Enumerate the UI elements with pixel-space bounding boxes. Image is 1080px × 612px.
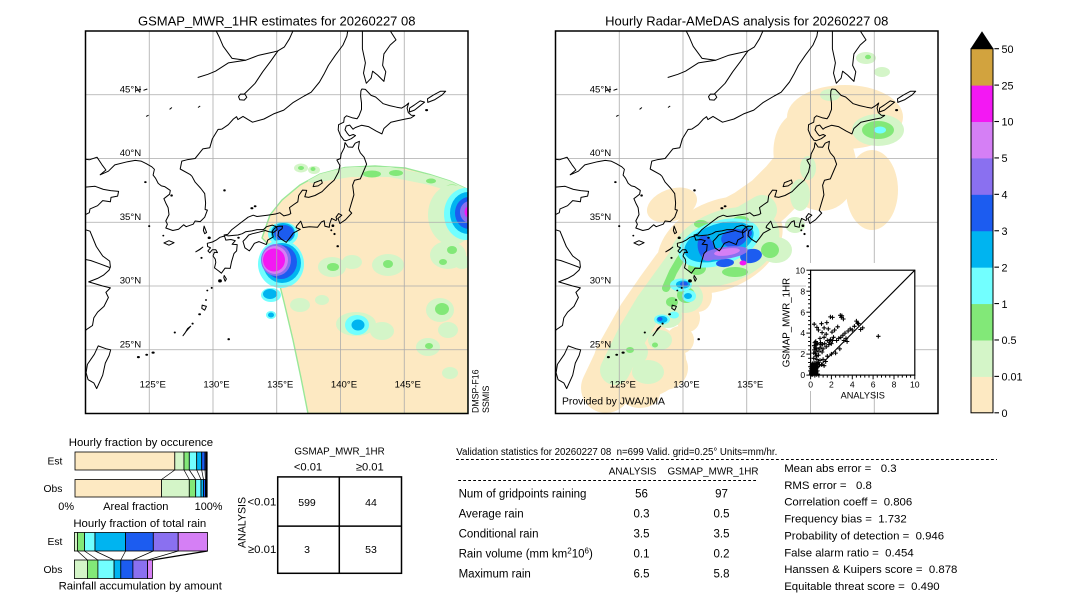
svg-text:2: 2 (800, 349, 805, 359)
svg-text:135°E: 135°E (267, 380, 293, 391)
svg-text:<0.01: <0.01 (247, 497, 276, 509)
svg-text:0%: 0% (58, 501, 74, 513)
svg-text:Average rain: Average rain (459, 508, 524, 520)
svg-text:Est: Est (48, 457, 63, 468)
svg-text:45°N: 45°N (590, 85, 612, 96)
svg-text:40°N: 40°N (590, 148, 612, 159)
svg-text:Equitable threat score = 0.49: Equitable threat score = 0.490 (784, 581, 939, 593)
svg-text:GSMAP_MWR_1HR: GSMAP_MWR_1HR (294, 447, 384, 458)
svg-text:5: 5 (1002, 153, 1008, 165)
svg-text:0.2: 0.2 (714, 548, 730, 560)
svg-text:Hanssen & Kuipers score = 0.8: Hanssen & Kuipers score = 0.878 (784, 564, 957, 576)
svg-text:30°N: 30°N (120, 276, 142, 287)
svg-text:53: 53 (365, 544, 377, 556)
svg-text:≥0.01: ≥0.01 (248, 544, 276, 556)
svg-text:Rain volume (mm km2106): Rain volume (mm km2106) (459, 547, 593, 561)
svg-text:Obs: Obs (44, 565, 63, 576)
svg-text:0.5: 0.5 (714, 508, 730, 520)
svg-text:40°N: 40°N (120, 148, 142, 159)
svg-text:10: 10 (796, 265, 806, 275)
svg-text:SSMIS: SSMIS (481, 385, 491, 413)
svg-text:3: 3 (304, 544, 310, 556)
svg-text:2: 2 (829, 379, 834, 389)
svg-text:599: 599 (298, 497, 316, 509)
svg-text:35°N: 35°N (120, 212, 142, 223)
svg-text:145°E: 145°E (395, 380, 421, 391)
svg-text:Rainfall accumulation by amoun: Rainfall accumulation by amount (59, 581, 223, 593)
svg-text:Hourly fraction by occurence: Hourly fraction by occurence (69, 437, 213, 449)
svg-text:3: 3 (1002, 226, 1008, 238)
svg-text:ANALYSIS: ANALYSIS (609, 466, 657, 477)
svg-text:0: 0 (1002, 408, 1008, 420)
svg-text:0: 0 (800, 370, 805, 380)
svg-text:100%: 100% (195, 501, 223, 513)
svg-text:56: 56 (635, 488, 648, 500)
svg-text:5.8: 5.8 (714, 568, 730, 580)
svg-text:45°N: 45°N (120, 85, 142, 96)
svg-text:97: 97 (715, 488, 728, 500)
svg-text:130°E: 130°E (673, 380, 699, 391)
svg-text:140°E: 140°E (331, 380, 357, 391)
svg-text:Hourly fraction of total rain: Hourly fraction of total rain (73, 518, 206, 530)
svg-text:10: 10 (1002, 117, 1014, 129)
svg-text:RMS error = 0.8: RMS error = 0.8 (784, 480, 872, 492)
svg-text:1: 1 (1002, 299, 1008, 311)
svg-text:30°N: 30°N (590, 276, 612, 287)
svg-text:Hourly Radar-AMeDAS analysis f: Hourly Radar-AMeDAS analysis for 2026022… (605, 14, 888, 29)
svg-text:8: 8 (892, 379, 897, 389)
svg-text:DMSP-F16: DMSP-F16 (471, 369, 481, 413)
svg-text:6: 6 (871, 379, 876, 389)
svg-text:125°E: 125°E (610, 380, 636, 391)
svg-text:25: 25 (1002, 80, 1014, 92)
svg-text:Probability of detection = 0.: Probability of detection = 0.946 (784, 531, 944, 543)
svg-text:4: 4 (850, 379, 855, 389)
svg-text:130°E: 130°E (203, 380, 229, 391)
svg-text:3.5: 3.5 (634, 528, 650, 540)
svg-text:Num of gridpoints raining: Num of gridpoints raining (459, 488, 587, 500)
svg-text:GSMAP_MWR_1HR: GSMAP_MWR_1HR (782, 278, 793, 367)
svg-text:Correlation coeff = 0.806: Correlation coeff = 0.806 (784, 497, 912, 509)
svg-text:ANALYSIS: ANALYSIS (237, 497, 249, 548)
svg-text:0.5: 0.5 (1002, 335, 1017, 347)
svg-text:Conditional rain: Conditional rain (459, 528, 539, 540)
svg-text:≥0.01: ≥0.01 (356, 461, 384, 473)
svg-text:3.5: 3.5 (714, 528, 730, 540)
svg-text:25°N: 25°N (590, 339, 612, 350)
svg-text:Areal fraction: Areal fraction (103, 501, 168, 513)
svg-text:Est: Est (48, 537, 63, 548)
svg-text:50: 50 (1002, 44, 1014, 56)
svg-text:2: 2 (1002, 262, 1008, 274)
svg-text:8: 8 (800, 286, 805, 296)
svg-text:0: 0 (808, 379, 813, 389)
svg-text:0.1: 0.1 (634, 548, 650, 560)
svg-text:6: 6 (800, 307, 805, 317)
svg-text:6.5: 6.5 (634, 568, 650, 580)
svg-text:Validation statistics for 2026: Validation statistics for 20260227 08 n=… (456, 447, 777, 458)
svg-text:GSMAP_MWR_1HR: GSMAP_MWR_1HR (667, 466, 758, 477)
svg-text:0.01: 0.01 (1002, 372, 1023, 384)
svg-text:44: 44 (365, 497, 377, 509)
svg-text:ANALYSIS: ANALYSIS (841, 390, 885, 400)
svg-text:125°E: 125°E (140, 380, 166, 391)
svg-text:4: 4 (1002, 190, 1008, 202)
svg-text:Mean abs error = 0.3: Mean abs error = 0.3 (784, 463, 896, 475)
svg-text:10: 10 (910, 379, 920, 389)
svg-text:Frequency bias = 1.732: Frequency bias = 1.732 (784, 514, 907, 526)
svg-text:Provided by JWA/JMA: Provided by JWA/JMA (562, 397, 665, 408)
svg-text:0.3: 0.3 (634, 508, 650, 520)
svg-text:Maximum rain: Maximum rain (459, 568, 531, 580)
svg-text:False alarm ratio = 0.454: False alarm ratio = 0.454 (784, 547, 913, 559)
svg-text:Obs: Obs (44, 484, 63, 495)
svg-text:<0.01: <0.01 (294, 461, 322, 473)
svg-text:35°N: 35°N (590, 212, 612, 223)
svg-text:GSMAP_MWR_1HR estimates for 20: GSMAP_MWR_1HR estimates for 20260227 08 (138, 14, 415, 29)
svg-text:25°N: 25°N (120, 339, 142, 350)
svg-text:135°E: 135°E (737, 380, 763, 391)
svg-text:4: 4 (800, 328, 805, 338)
